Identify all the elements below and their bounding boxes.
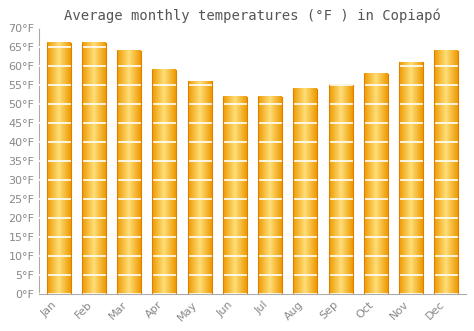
Title: Average monthly temperatures (°F ) in Copiapó: Average monthly temperatures (°F ) in Co… xyxy=(64,8,441,23)
